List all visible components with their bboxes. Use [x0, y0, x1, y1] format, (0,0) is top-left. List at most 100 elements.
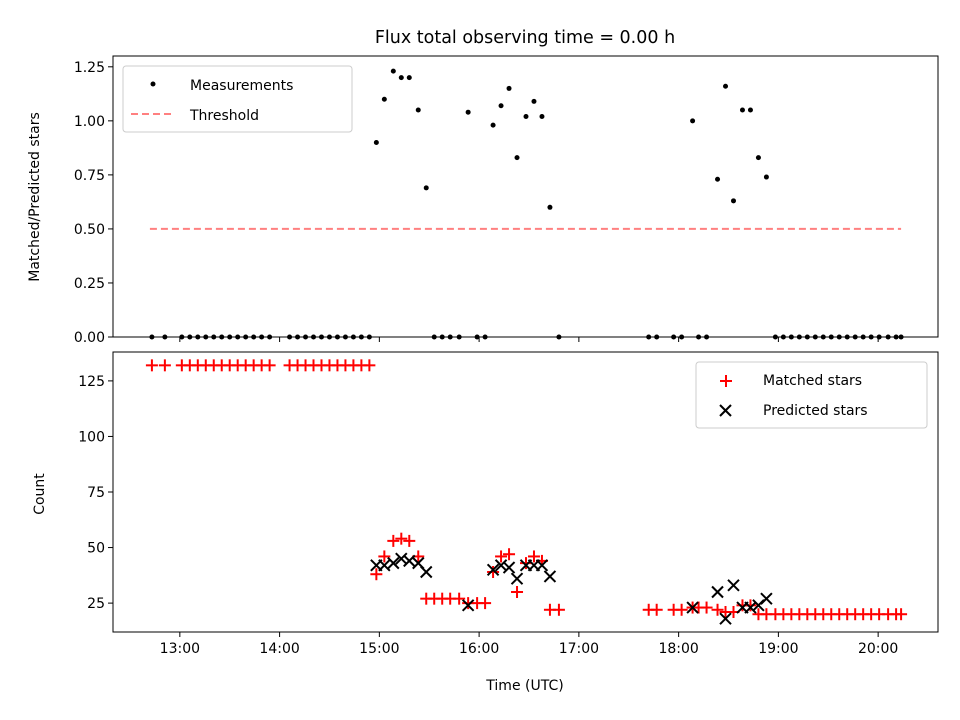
- measurement-point: [390, 68, 396, 74]
- matched-star-point: [503, 548, 516, 561]
- ytick-label: 0.75: [74, 168, 105, 184]
- matched-star-point: [895, 608, 908, 621]
- ytick-label: 0.00: [74, 330, 105, 346]
- measurement-point: [465, 109, 471, 115]
- measurement-point: [723, 83, 729, 89]
- measurement-point: [739, 107, 745, 113]
- ytick-label: 1.00: [74, 114, 105, 130]
- measurement-point: [690, 118, 696, 124]
- predicted-star-point: [461, 599, 475, 612]
- matched-star-point: [387, 534, 400, 547]
- xtick-label: 17:00: [559, 641, 599, 657]
- predicted-star-point: [502, 561, 516, 574]
- measurement-point: [763, 174, 769, 180]
- predicted-star-point: [403, 554, 416, 568]
- matched-star-point: [403, 534, 416, 547]
- measurement-point: [755, 155, 761, 161]
- predicted-star-point: [543, 570, 557, 583]
- legend-predicted-marker: [719, 404, 732, 417]
- predicted-star-point: [494, 559, 508, 572]
- bottom-axes-frame: [112, 351, 939, 633]
- xtick-label: 16:00: [459, 641, 499, 657]
- top-panel: 0.00 0.25 0.50 0.75 1.00 1.25 Matched/Predict…: [27, 55, 939, 346]
- matched-star-point: [675, 603, 688, 616]
- predicted-star-point: [760, 592, 773, 605]
- ytick-label: 0.25: [74, 276, 105, 292]
- ytick-label: 25: [87, 596, 105, 612]
- measurement-point: [539, 114, 545, 120]
- matched-star-point: [519, 557, 532, 570]
- matched-star-point: [145, 359, 158, 372]
- ytick-label: 100: [78, 429, 105, 445]
- matched-star-point: [363, 359, 376, 372]
- measurement-point: [523, 114, 529, 120]
- matched-star-point: [495, 550, 508, 563]
- top-ylabel: Matched/Predicted stars: [27, 112, 43, 282]
- predicted-star-point: [420, 565, 433, 579]
- chart-title: Flux total observing time = 0.00 h: [375, 28, 675, 48]
- xtick-label: 13:00: [160, 641, 200, 657]
- top-legend: Measurements Threshold: [122, 65, 353, 133]
- measurement-point: [373, 139, 379, 145]
- legend-predicted-label: Predicted stars: [763, 403, 868, 419]
- predicted-star-point: [744, 601, 757, 614]
- measurement-point: [715, 176, 721, 182]
- ytick-label: 125: [78, 374, 105, 390]
- measurement-point: [423, 185, 429, 191]
- measurement-point: [381, 96, 387, 102]
- matched-star-point: [453, 592, 466, 605]
- matched-star-point: [395, 532, 408, 545]
- matched-star-point: [479, 597, 492, 610]
- top-legend-box: [122, 65, 353, 133]
- matched-star-point: [650, 603, 663, 616]
- matched-star-point: [263, 359, 276, 372]
- legend-measurements-marker: [150, 81, 156, 87]
- bottom-ylabel: Count: [32, 473, 48, 515]
- bottom-xlabel: Time (UTC): [485, 678, 563, 694]
- xtick-label: 20:00: [858, 641, 898, 657]
- matched-star-point: [370, 568, 383, 581]
- matched-star-point: [744, 599, 757, 612]
- legend-matched-marker: [720, 375, 732, 387]
- matched-star-point: [158, 359, 171, 372]
- predicted-star-point: [387, 556, 400, 570]
- predicted-star-point: [486, 563, 500, 576]
- measurement-point: [747, 107, 753, 113]
- top-axes-frame: [112, 55, 939, 338]
- matched-star-point: [700, 601, 713, 614]
- predicted-star-point: [686, 601, 699, 614]
- xtick-label: 18:00: [658, 641, 698, 657]
- matched-star-point: [527, 550, 540, 563]
- matched-star-point: [711, 603, 724, 616]
- predicted-star-point: [378, 559, 391, 572]
- measurement-point: [415, 107, 421, 113]
- legend-matched-label: Matched stars: [763, 373, 862, 389]
- measurement-point: [514, 155, 520, 161]
- xtick-label: 14:00: [259, 641, 299, 657]
- matched-star-point: [552, 603, 565, 616]
- bottom-legend: Matched stars Predicted stars: [695, 361, 928, 429]
- matched-star-point: [378, 550, 391, 563]
- bottom-legend-box: [695, 361, 928, 429]
- xtick-label: 15:00: [359, 641, 399, 657]
- predicted-star-point: [727, 579, 740, 592]
- measurement-point: [547, 204, 553, 210]
- ytick-label: 0.50: [74, 222, 105, 238]
- bottom-panel: 25 50 75 100 125 13:00 14:00 15:00 16:00 17:00 18:…: [32, 351, 939, 694]
- xtick-label: 19:00: [758, 641, 798, 657]
- ytick-label: 75: [87, 485, 105, 501]
- predicted-star-point: [395, 552, 408, 565]
- ytick-label: 50: [87, 541, 105, 557]
- top-plot-area: 0.00 0.25 0.50 0.75 1.00 1.25: [74, 60, 904, 346]
- measurement-point: [506, 85, 512, 91]
- measurement-point: [490, 122, 496, 128]
- measurement-point: [531, 98, 537, 104]
- ytick-label: 1.25: [74, 60, 105, 76]
- measurement-point: [498, 103, 504, 109]
- legend-threshold-label: Threshold: [189, 108, 259, 124]
- matched-star-point: [487, 566, 500, 578]
- measurement-point: [398, 75, 404, 81]
- bottom-plot-area: 25 50 75 100 125 13:00 14:00 15:00 16:00 17:00 18:…: [78, 359, 908, 657]
- measurement-point: [730, 198, 736, 204]
